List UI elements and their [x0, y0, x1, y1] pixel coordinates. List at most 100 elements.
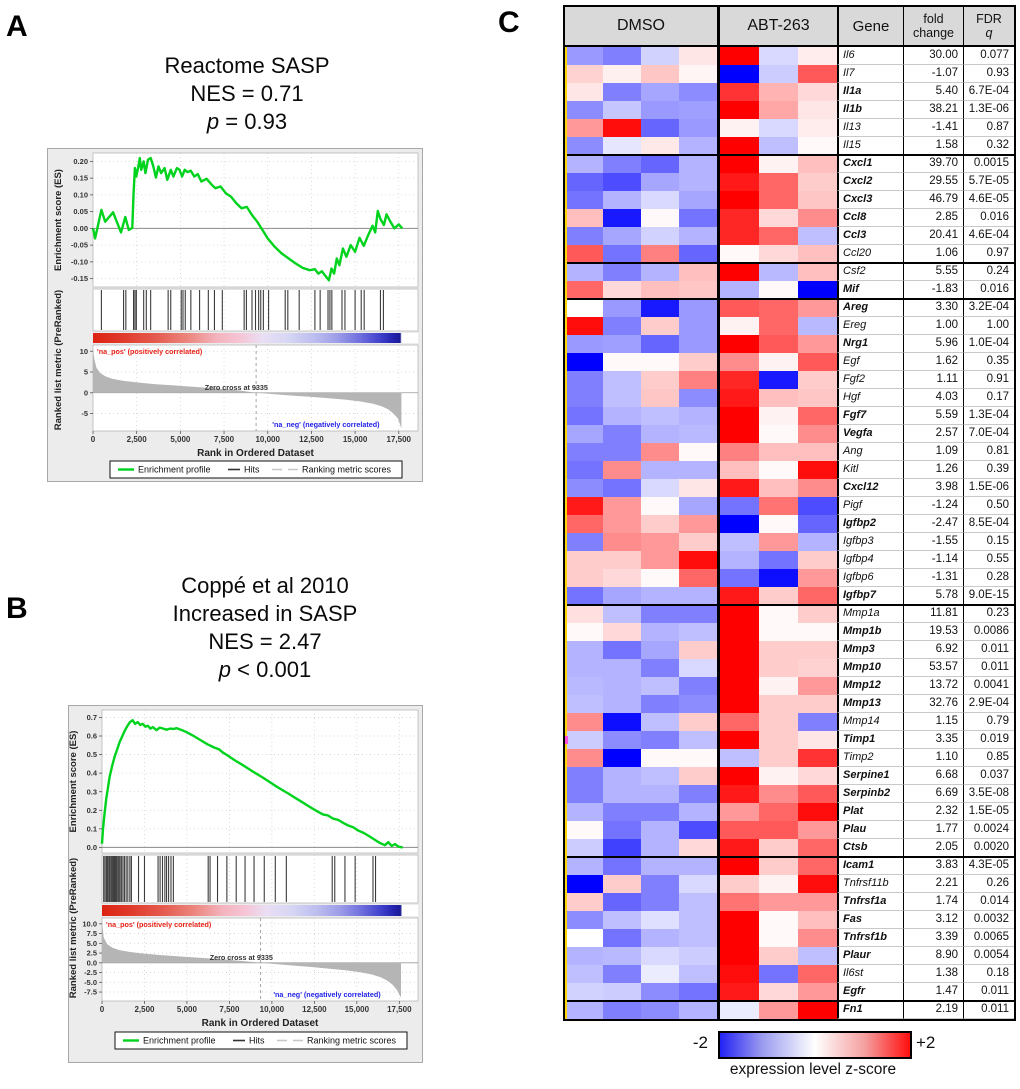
row-marker — [565, 736, 568, 744]
heatmap-cell-abt — [798, 821, 837, 839]
heatmap-cell-abt — [720, 155, 759, 173]
heatmap-cell-dmso — [603, 659, 641, 677]
fold-change-value: 1.15 — [903, 713, 963, 731]
gene-label: Il6st — [837, 965, 903, 983]
heatmap-cell-abt — [798, 137, 837, 155]
heatmap-cell-abt — [798, 839, 837, 857]
heatmap-cell-dmso — [565, 839, 603, 857]
gene-label: Ccl20 — [837, 245, 903, 263]
heatmap-cell-dmso — [641, 731, 679, 749]
heatmap-cell-dmso — [641, 497, 679, 515]
heatmap-cell-abt — [798, 425, 837, 443]
fdr-q-value: 0.037 — [963, 767, 1014, 785]
heatmap-cell-abt — [720, 353, 759, 371]
heatmap-cell-dmso — [565, 425, 603, 443]
heatmap-cell-dmso — [603, 281, 641, 299]
heatmap-cell-dmso — [565, 335, 603, 353]
heatmap-cell-dmso — [565, 605, 603, 623]
heatmap-cell-dmso — [679, 119, 717, 137]
fold-change-value: 3.39 — [903, 929, 963, 947]
heatmap-cell-dmso — [679, 47, 717, 65]
heatmap-cell-abt — [759, 443, 798, 461]
heatmap-row-cxcl12: Cxcl12 3.98 1.5E-06 — [565, 479, 1014, 497]
heatmap-cell-abt — [798, 533, 837, 551]
svg-text:2,500: 2,500 — [127, 435, 148, 444]
heatmap-cell-dmso — [603, 929, 641, 947]
gene-label: Timp2 — [837, 749, 903, 767]
heatmap-cell-dmso — [565, 119, 603, 137]
group-separator — [565, 298, 1014, 300]
fdr-q-value: 1.3E-04 — [963, 407, 1014, 425]
heatmap-cell-dmso — [603, 623, 641, 641]
fdr-q-value: 0.011 — [963, 659, 1014, 677]
svg-text:0.15: 0.15 — [73, 174, 88, 183]
svg-text:0.6: 0.6 — [87, 732, 97, 741]
fdr-q-value: 4.6E-04 — [963, 227, 1014, 245]
heatmap-cell-abt — [759, 803, 798, 821]
heatmap-cell-abt — [759, 713, 798, 731]
heatmap-cell-abt — [759, 245, 798, 263]
gene-label: Cxcl1 — [837, 155, 903, 173]
heatmap-row-il6: Il6 30.00 0.077 — [565, 47, 1014, 65]
heatmap-cell-abt — [720, 263, 759, 281]
heatmap-cell-dmso — [603, 263, 641, 281]
heatmap-cell-dmso — [679, 857, 717, 875]
fold-change-value: 2.05 — [903, 839, 963, 857]
heatmap-cell-dmso — [565, 677, 603, 695]
heatmap-row-icam1: Icam1 3.83 4.3E-05 — [565, 857, 1014, 875]
heatmap-cell-abt — [720, 245, 759, 263]
heatmap-cell-abt — [720, 821, 759, 839]
gene-label: Tnfrsf11b — [837, 875, 903, 893]
fdr-q-value: 0.87 — [963, 119, 1014, 137]
heatmap-cell-abt — [798, 47, 837, 65]
fdr-q-value: 0.014 — [963, 893, 1014, 911]
fold-change-value: 5.40 — [903, 83, 963, 101]
svg-text:7,500: 7,500 — [219, 1005, 240, 1014]
fold-change-value: 3.83 — [903, 857, 963, 875]
rank-color-bar — [102, 905, 418, 916]
svg-text:Ranking metric scores: Ranking metric scores — [302, 465, 392, 475]
heatmap-row-fgf7: Fgf7 5.59 1.3E-04 — [565, 407, 1014, 425]
enrichment-curve — [100, 718, 403, 849]
heatmap-cell-abt — [798, 713, 837, 731]
heatmap-cell-dmso — [603, 605, 641, 623]
heatmap-row-plat: Plat 2.32 1.5E-05 — [565, 803, 1014, 821]
abt-cell-block — [717, 875, 837, 893]
heatmap-cell-dmso — [565, 83, 603, 101]
gene-label: Mmp1a — [837, 605, 903, 623]
heatmap-cell-abt — [720, 407, 759, 425]
heatmap-cell-dmso — [641, 47, 679, 65]
svg-text:0.7: 0.7 — [87, 713, 97, 722]
heatmap-cell-dmso — [641, 209, 679, 227]
heatmap-cell-abt — [798, 65, 837, 83]
svg-text:0.10: 0.10 — [73, 190, 88, 199]
heatmap-row-cxcl2: Cxcl2 29.55 5.7E-05 — [565, 173, 1014, 191]
panel-c-label: C — [498, 6, 520, 39]
fdr-q-value: 0.077 — [963, 47, 1014, 65]
panel-b-label: B — [6, 592, 28, 625]
heatmap-body: Il6 30.00 0.077 Il7 -1.07 0.93 Il1a 5.40 6.7E-04… — [565, 47, 1014, 1019]
heatmap-cell-abt — [798, 749, 837, 767]
svg-text:0.1: 0.1 — [87, 824, 97, 833]
heatmap-row-egf: Egf 1.62 0.35 — [565, 353, 1014, 371]
fold-change-value: 1.77 — [903, 821, 963, 839]
heatmap-cell-abt — [720, 731, 759, 749]
gene-label: Ctsb — [837, 839, 903, 857]
heatmap-cell-dmso — [603, 209, 641, 227]
heatmap-cell-abt — [798, 911, 837, 929]
abt-cell-block — [717, 893, 837, 911]
group-separator — [565, 1000, 1014, 1002]
heatmap-row-igfbp3: Igfbp3 -1.55 0.15 — [565, 533, 1014, 551]
heatmap-cell-abt — [798, 281, 837, 299]
abt-cell-block — [717, 569, 837, 587]
header-dmso: DMSO — [565, 7, 717, 45]
heatmap-cell-abt — [720, 641, 759, 659]
panel-a-label: A — [6, 10, 28, 43]
svg-text:10,000: 10,000 — [255, 435, 280, 444]
svg-text:15,000: 15,000 — [345, 1005, 370, 1014]
gene-label: Ccl8 — [837, 209, 903, 227]
heatmap-cell-abt — [759, 929, 798, 947]
heatmap-cell-dmso — [641, 281, 679, 299]
panel-b-title: Coppé et al 2010 Increased in SASP NES =… — [105, 572, 425, 684]
fdr-q-value: 0.011 — [963, 1001, 1014, 1019]
